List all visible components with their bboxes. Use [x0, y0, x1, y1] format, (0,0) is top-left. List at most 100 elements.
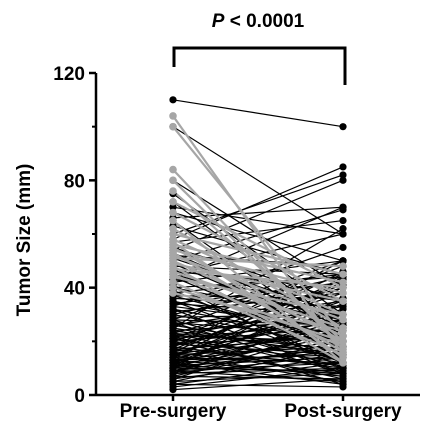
post-surgery-point-gray	[339, 332, 347, 340]
gray-pair-line	[172, 273, 344, 348]
pre-surgery-point	[169, 316, 177, 324]
post-surgery-point	[339, 243, 347, 252]
post-surgery-point-gray	[339, 278, 347, 287]
post-surgery-point	[339, 216, 347, 225]
gray-pair-line	[172, 125, 344, 337]
p-value-label: P < 0.0001	[212, 11, 305, 32]
black-pair-line	[172, 303, 344, 316]
gray-pair-line	[172, 246, 344, 343]
pre-surgery-point-gray	[169, 283, 177, 292]
black-pair-line	[172, 321, 344, 375]
post-surgery-point-gray	[339, 289, 347, 297]
post-surgery-point	[339, 176, 347, 184]
axes: 0 40 80 120	[53, 64, 420, 407]
pre-surgery-point-gray	[169, 112, 177, 120]
pre-surgery-point	[169, 351, 177, 359]
post-surgery-point-gray	[339, 350, 347, 359]
black-pair-line	[172, 346, 344, 383]
gray-pair-line	[172, 262, 344, 303]
pre-surgery-point	[169, 386, 177, 394]
black-pair-line	[172, 206, 344, 281]
black-pair-line	[172, 383, 344, 388]
black-pair-line	[172, 179, 344, 251]
black-pair-line	[172, 346, 344, 372]
post-surgery-point	[339, 171, 347, 179]
pre-surgery-point	[169, 345, 177, 353]
post-surgery-point-gray	[339, 310, 347, 319]
post-surgery-point-gray	[339, 297, 347, 305]
y-tick-label: 0	[74, 386, 85, 407]
gray-pair-line	[172, 286, 344, 343]
post-surgery-point-gray	[339, 326, 347, 335]
y-tick-label: 40	[64, 279, 85, 300]
post-surgery-point	[339, 369, 347, 378]
pre-surgery-point	[169, 203, 177, 211]
pre-surgery-point	[169, 321, 177, 329]
pre-surgery-point	[169, 361, 177, 370]
pre-surgery-point-gray	[169, 208, 177, 217]
pre-surgery-point	[169, 96, 177, 104]
black-pair-line	[172, 362, 344, 372]
black-pair-line	[172, 367, 344, 388]
pre-surgery-point-gray	[169, 289, 177, 297]
post-surgery-point	[339, 123, 347, 131]
pre-surgery-point	[169, 300, 177, 308]
pre-surgery-point-gray	[169, 187, 177, 195]
black-pair-line	[172, 166, 344, 240]
pre-surgery-point	[169, 340, 177, 348]
post-surgery-point-gray	[339, 262, 347, 271]
black-pair-line	[172, 225, 344, 275]
pre-surgery-point-gray	[169, 230, 177, 238]
pre-surgery-point-gray	[169, 278, 177, 287]
pre-surgery-point-gray	[169, 273, 177, 281]
post-surgery-point	[339, 375, 347, 383]
black-pair-line	[172, 362, 344, 385]
black-pair-line	[172, 174, 344, 235]
pre-surgery-point-gray	[169, 165, 177, 174]
post-surgery-point-gray	[339, 342, 347, 351]
gray-pair-line	[172, 281, 344, 356]
black-pair-line	[172, 367, 344, 375]
black-pair-line	[172, 126, 344, 235]
pre-surgery-point	[169, 356, 177, 364]
pre-surgery-point	[169, 329, 177, 337]
black-pair-line	[172, 378, 344, 391]
post-surgery-point-gray	[339, 316, 347, 324]
pre-surgery-point-gray	[169, 198, 177, 206]
post-surgery-point	[339, 305, 347, 313]
post-surgery-point	[339, 230, 347, 238]
significance-bracket	[172, 46, 347, 85]
gray-pair-line	[172, 270, 344, 329]
pre-surgery-point-gray	[169, 176, 177, 185]
post-surgery-point-gray	[339, 359, 347, 367]
pre-surgery-point	[169, 335, 177, 343]
y-tick-label: 80	[64, 171, 85, 192]
post-surgery-point	[339, 225, 347, 233]
x-category-label-pre: Pre-surgery	[120, 401, 227, 422]
gray-pair-line	[172, 200, 344, 289]
black-pair-line	[172, 99, 344, 128]
post-surgery-point	[339, 380, 347, 388]
gray-pair-line	[172, 257, 344, 268]
gray-pair-line	[172, 275, 344, 316]
post-surgery-point	[339, 203, 347, 211]
pre-surgery-point-gray	[169, 122, 177, 131]
black-pair-line	[172, 206, 344, 235]
post-surgery-point-gray	[339, 283, 347, 292]
post-surgery-point-gray	[339, 337, 347, 346]
pre-surgery-point	[169, 310, 177, 319]
black-pair-line	[172, 273, 344, 294]
pre-surgery-point-gray	[169, 224, 177, 233]
pre-surgery-point	[169, 367, 177, 375]
gray-pair-line	[172, 267, 344, 289]
post-surgery-point	[339, 257, 347, 265]
data-points	[169, 96, 347, 394]
y-axis-label: Tumor Size (mm)	[14, 164, 35, 317]
pre-surgery-point	[169, 305, 177, 313]
black-pair-line	[172, 335, 344, 385]
gray-pair-line	[172, 249, 344, 295]
gray-pair-line	[172, 291, 344, 332]
gray-pair-lines	[172, 115, 344, 364]
gray-pair-line	[172, 232, 344, 276]
